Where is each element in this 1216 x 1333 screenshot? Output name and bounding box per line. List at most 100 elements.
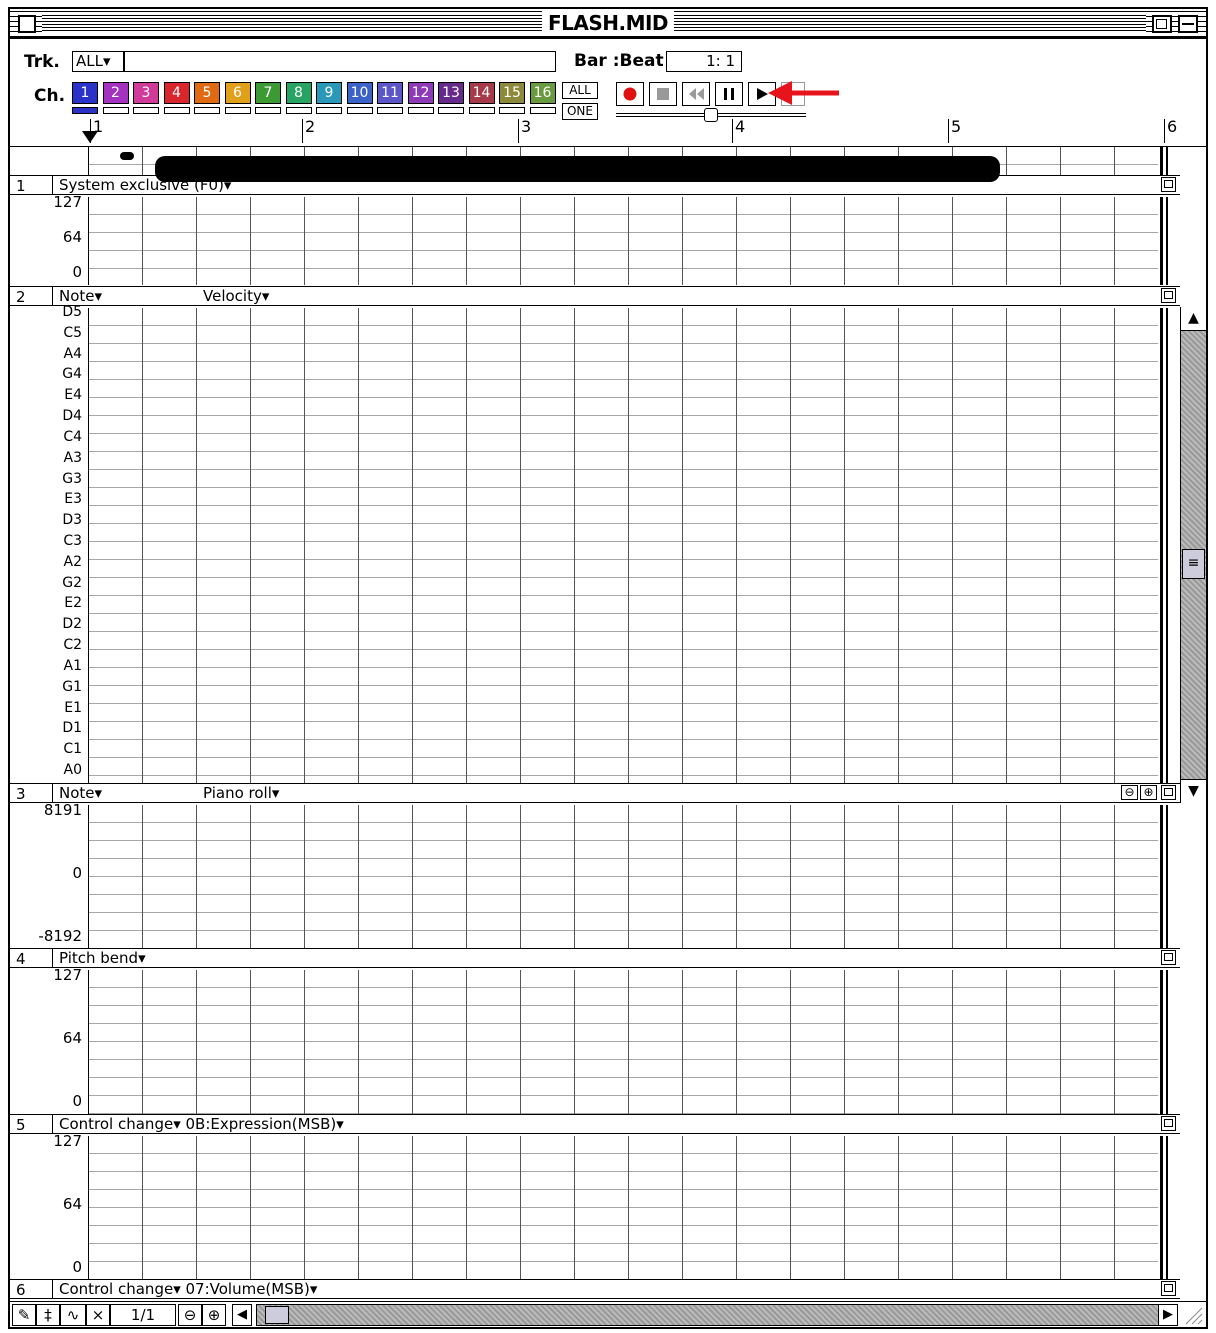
axis-label: C1 — [63, 741, 82, 758]
pencil-tool-icon[interactable]: ✎ — [12, 1304, 36, 1326]
collapse-box-icon[interactable] — [1178, 15, 1198, 33]
channel-button-16[interactable]: 16 — [529, 82, 556, 104]
lane-header-3[interactable]: 3 Note▾ Piano roll▾ ⊖ ⊕ — [10, 783, 1180, 803]
eraser-tool-icon[interactable]: × — [86, 1304, 110, 1326]
lane-header-4[interactable]: 4 Pitch bend▾ — [10, 948, 1180, 968]
zoom-out-icon[interactable]: ⊖ — [178, 1304, 202, 1326]
lane-zoom-in-icon[interactable]: ⊕ — [1140, 785, 1157, 800]
axis-label: 0 — [72, 1258, 82, 1276]
scroll-right-icon[interactable]: ▶ — [1158, 1304, 1178, 1326]
vertical-scrollbar[interactable]: ▲ ≡ ▼ — [1180, 307, 1206, 803]
stop-button[interactable] — [649, 82, 677, 106]
axis-label: 0 — [72, 1092, 82, 1110]
song-end-marker — [1160, 805, 1168, 949]
lane-event-type-menu[interactable]: Control change▾ 07:Volume(MSB)▾ — [59, 1280, 318, 1298]
horizontal-scroll-thumb[interactable] — [265, 1306, 289, 1324]
playhead-marker-icon[interactable] — [82, 131, 98, 143]
tempo-slider[interactable] — [616, 108, 806, 122]
channel-button-13[interactable]: 13 — [438, 82, 464, 104]
red-arrow-icon — [768, 81, 839, 105]
lane-resize-icon[interactable] — [1161, 950, 1176, 965]
track-select[interactable]: ALL▾ — [72, 51, 124, 72]
close-box-icon[interactable] — [18, 15, 36, 33]
horizontal-scrollbar[interactable] — [256, 1304, 1160, 1326]
bar-line — [1164, 119, 1165, 143]
channel-button-11[interactable]: 11 — [377, 82, 403, 104]
axis-label: 127 — [53, 193, 82, 211]
zoom-box-icon[interactable] — [1152, 15, 1172, 33]
lane-resize-icon[interactable] — [1161, 288, 1176, 303]
all-channels-button[interactable]: ALL — [562, 82, 598, 99]
track-name-field[interactable] — [124, 51, 556, 72]
lane-resize-icon[interactable] — [1161, 1116, 1176, 1131]
lane-header-5[interactable]: 5 Control change▾ 0B:Expression(MSB)▾ — [10, 1114, 1180, 1134]
bar-number: 4 — [735, 117, 746, 136]
record-button[interactable] — [616, 82, 644, 106]
lane-resize-icon[interactable] — [1161, 785, 1176, 800]
channel-indicator — [255, 107, 281, 114]
channel-button-15[interactable]: 15 — [499, 82, 525, 104]
sysex-event-block[interactable] — [155, 156, 1000, 182]
scroll-up-icon[interactable]: ▲ — [1181, 307, 1206, 331]
zoom-in-icon[interactable]: ⊕ — [202, 1304, 226, 1326]
channel-button-1[interactable]: 1 — [72, 82, 98, 104]
lane-view-mode-menu[interactable]: Velocity▾ — [203, 287, 270, 305]
pause-button[interactable] — [715, 82, 743, 106]
scroll-left-icon[interactable]: ◀ — [232, 1304, 252, 1326]
channel-button-7[interactable]: 7 — [255, 82, 281, 104]
line-tool-icon[interactable]: ‡ — [36, 1304, 60, 1326]
channel-button-2[interactable]: 2 — [102, 82, 129, 104]
channel-indicator — [224, 107, 251, 114]
channel-button-4[interactable]: 4 — [163, 82, 190, 104]
scroll-thumb[interactable]: ≡ — [1182, 549, 1205, 579]
axis-label: D1 — [62, 720, 82, 737]
bar-ruler[interactable]: 1 2 3 4 5 6 — [10, 117, 1206, 147]
lane-event-type-menu[interactable]: Pitch bend▾ — [59, 949, 146, 967]
position-field[interactable]: 1: 1 — [666, 51, 742, 72]
channel-button-3[interactable]: 3 — [133, 82, 159, 104]
channel-indicator — [407, 107, 434, 114]
channel-label: Ch. — [34, 86, 66, 106]
axis-label: G4 — [62, 366, 82, 383]
lane-number: 1 — [16, 177, 26, 195]
channel-button-10[interactable]: 10 — [346, 82, 373, 104]
lane-event-type-menu[interactable]: Note▾ — [59, 287, 103, 305]
rewind-button[interactable] — [682, 82, 710, 106]
axis-label: 0 — [72, 864, 82, 882]
lane-grid-3[interactable] — [88, 805, 1158, 949]
lane-grid-4[interactable] — [88, 970, 1158, 1114]
lane-header-6[interactable]: 6 Control change▾ 07:Volume(MSB)▾ — [10, 1279, 1180, 1299]
lane-resize-icon[interactable] — [1161, 1281, 1176, 1296]
channel-button-8[interactable]: 8 — [285, 82, 312, 104]
lane-event-type-menu[interactable]: Note▾ — [59, 784, 103, 802]
axis-label: 64 — [62, 1195, 82, 1213]
song-end-marker — [1160, 147, 1168, 175]
lane-view-mode-menu[interactable]: Piano roll▾ — [203, 784, 280, 802]
lane-grid-5[interactable] — [88, 1136, 1158, 1280]
scroll-down-icon[interactable]: ▼ — [1181, 779, 1206, 803]
lane-resize-icon[interactable] — [1161, 177, 1176, 192]
axis-label: A4 — [63, 345, 82, 362]
lane-event-type-menu[interactable]: Control change▾ 0B:Expression(MSB)▾ — [59, 1115, 344, 1133]
channel-button-6[interactable]: 6 — [224, 82, 251, 104]
channel-indicator — [102, 107, 129, 114]
channel-button-14[interactable]: 14 — [468, 82, 495, 104]
channel-button-12[interactable]: 12 — [407, 82, 434, 104]
channel-button-9[interactable]: 9 — [316, 82, 342, 104]
lane-zoom-out-icon[interactable]: ⊖ — [1121, 785, 1138, 800]
resize-grip-icon[interactable] — [1180, 1304, 1204, 1326]
axis-label: -8192 — [38, 927, 82, 945]
axis-label: 8191 — [43, 801, 82, 819]
tempo-slider-thumb[interactable] — [704, 108, 718, 122]
song-end-marker — [1160, 970, 1168, 1114]
lane-grid-2[interactable] — [88, 308, 1158, 784]
curve-tool-icon[interactable]: ∿ — [60, 1304, 86, 1326]
title-bar[interactable]: FLASH.MID — [10, 9, 1206, 39]
lane-title-box: Note▾ Velocity▾ — [52, 287, 1180, 305]
one-channel-button[interactable]: ONE — [562, 103, 598, 120]
channel-button-5[interactable]: 5 — [194, 82, 220, 104]
lane-grid-1[interactable] — [88, 197, 1158, 285]
lane-header-2[interactable]: 2 Note▾ Velocity▾ — [10, 286, 1180, 306]
axis-label: A3 — [63, 449, 82, 466]
sysex-event-marker[interactable] — [120, 152, 134, 160]
